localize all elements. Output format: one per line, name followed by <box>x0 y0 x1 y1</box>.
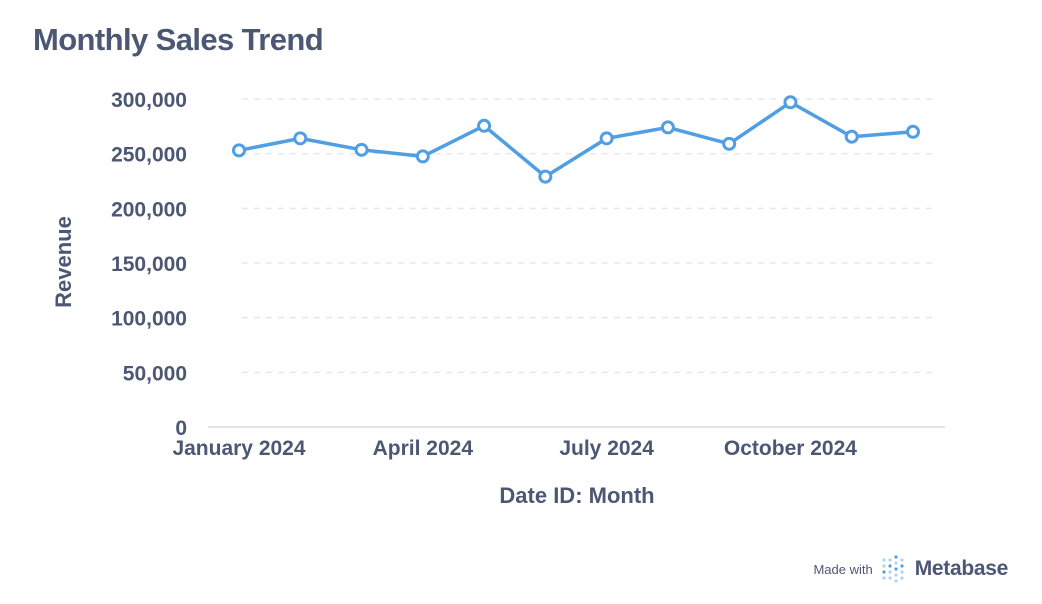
data-point[interactable] <box>844 129 859 144</box>
data-point[interactable] <box>783 95 798 110</box>
y-tick-label: 0 <box>175 417 187 440</box>
data-point[interactable] <box>354 142 369 157</box>
y-tick-label: 300,000 <box>111 89 187 112</box>
data-point[interactable] <box>538 169 553 184</box>
data-point[interactable] <box>293 131 308 146</box>
data-point[interactable] <box>906 124 920 139</box>
y-axis-title: Revenue <box>51 216 76 308</box>
x-tick-label: April 2024 <box>373 437 474 460</box>
grid-lines <box>242 98 937 374</box>
data-point[interactable] <box>477 118 492 133</box>
chart-title: Monthly Sales Trend <box>33 22 324 57</box>
data-point[interactable] <box>415 149 430 164</box>
y-tick-label: 50,000 <box>123 362 187 385</box>
x-axis-title: Date ID: Month <box>499 483 654 508</box>
footer: Made with Metabase <box>813 554 1008 584</box>
y-tick-label: 100,000 <box>111 308 187 331</box>
data-point[interactable] <box>660 120 675 135</box>
metabase-brand-label: Metabase <box>914 557 1009 580</box>
made-with-label: Made with <box>813 561 873 577</box>
series-line <box>237 100 915 179</box>
x-tick-label: January 2024 <box>172 437 305 460</box>
data-point[interactable] <box>232 143 246 158</box>
metabase-logo-icon <box>882 555 904 583</box>
x-axis-ticks: January 2024 April 2024 July 2024 October 2… <box>172 437 857 460</box>
data-point[interactable] <box>722 136 737 151</box>
y-tick-label: 200,000 <box>111 198 187 221</box>
y-axis-ticks: 0 50,000 100,000 150,000 200,000 250,000 300,0… <box>111 89 187 440</box>
y-tick-label: 250,000 <box>111 144 187 167</box>
data-point[interactable] <box>599 131 614 146</box>
y-tick-label: 150,000 <box>111 253 187 276</box>
x-tick-label: July 2024 <box>559 437 654 460</box>
x-tick-label: October 2024 <box>724 437 857 460</box>
series-group <box>232 95 920 184</box>
